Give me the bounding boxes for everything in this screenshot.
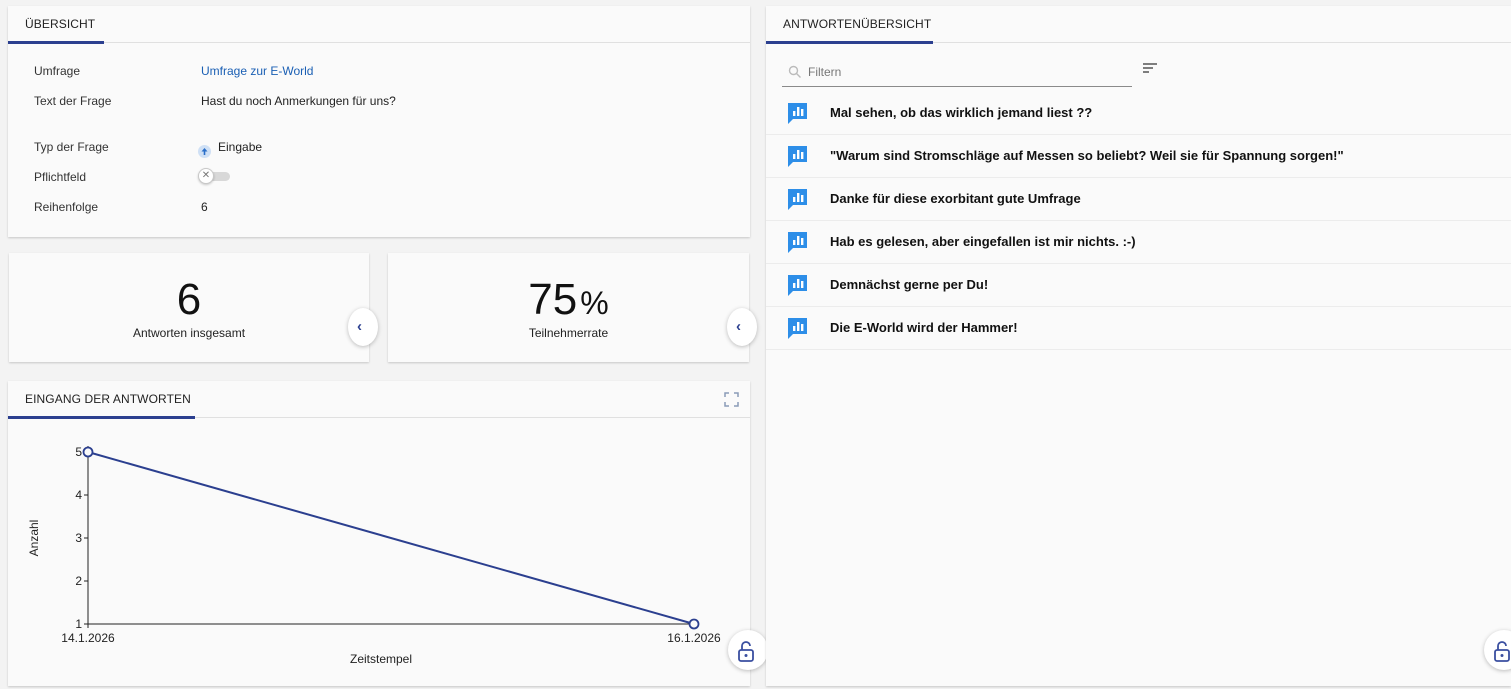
y-tick-label: 3 bbox=[75, 531, 82, 545]
answer-list-item[interactable]: Die E-World wird der Hammer! bbox=[766, 307, 1511, 350]
chevron-left-icon: ‹ bbox=[357, 318, 362, 335]
filter-input[interactable] bbox=[808, 65, 1108, 79]
series-line bbox=[87, 451, 695, 625]
lock-button[interactable] bbox=[1484, 630, 1511, 670]
answers-tabbar: ANTWORTENÜBERSICHT bbox=[766, 6, 1511, 44]
question-text-value: Hast du noch Anmerkungen für uns? bbox=[201, 94, 396, 108]
y-tick-label: 2 bbox=[75, 574, 82, 588]
answer-text: Die E-World wird der Hammer! bbox=[830, 320, 1018, 335]
required-toggle[interactable]: ✕ bbox=[198, 168, 230, 184]
order-label: Reihenfolge bbox=[34, 200, 99, 214]
answer-chart-icon bbox=[788, 232, 807, 253]
responses-chart-card: EINGANG DER ANTWORTEN 1 2 3 4 5 14.1.2026 16.1… bbox=[8, 381, 750, 686]
question-type-label: Typ der Frage bbox=[34, 140, 109, 154]
fullscreen-icon[interactable] bbox=[724, 392, 739, 407]
tab-responses-received-label: EINGANG DER ANTWORTEN bbox=[25, 392, 191, 406]
question-type-value: Eingabe bbox=[218, 140, 263, 154]
collapse-total-button[interactable]: ‹ bbox=[348, 308, 378, 346]
answer-text: Demnächst gerne per Du! bbox=[830, 277, 989, 292]
x-axis-label: Zeitstempel bbox=[350, 652, 412, 666]
close-icon: ✕ bbox=[198, 168, 214, 184]
tab-underline bbox=[8, 41, 104, 44]
search-icon bbox=[788, 65, 801, 78]
answer-text: Mal sehen, ob das wirklich jemand liest … bbox=[830, 105, 1093, 120]
collapse-rate-button[interactable]: ‹ bbox=[727, 308, 757, 346]
lock-button[interactable] bbox=[728, 630, 768, 670]
tab-answers-overview[interactable]: ANTWORTENÜBERSICHT bbox=[766, 6, 933, 44]
chevron-left-icon: ‹ bbox=[736, 318, 741, 335]
y-tick-label: 5 bbox=[75, 445, 82, 459]
data-point bbox=[82, 446, 94, 458]
lock-icon bbox=[1494, 641, 1510, 662]
line-chart: 1 2 3 4 5 14.1.2026 16.1.2026 Zeitstempel Anzahl bbox=[27, 445, 721, 666]
required-label: Pflichtfeld bbox=[34, 170, 87, 184]
participation-label: Teilnehmerrate bbox=[528, 326, 609, 340]
total-answers-card: 6 Antworten insgesamt bbox=[9, 253, 369, 362]
answer-chart-icon bbox=[788, 146, 807, 167]
answer-list-item[interactable]: Mal sehen, ob das wirklich jemand liest … bbox=[766, 92, 1511, 135]
answer-chart-icon bbox=[788, 189, 807, 210]
answer-chart-icon bbox=[788, 103, 807, 124]
required-toggle-track bbox=[202, 172, 230, 181]
answer-chart-icon bbox=[788, 275, 807, 296]
order-value: 6 bbox=[201, 200, 208, 214]
chart-tabbar: EINGANG DER ANTWORTEN bbox=[8, 381, 750, 419]
total-answers-value: 6 bbox=[176, 275, 202, 324]
survey-label: Umfrage bbox=[34, 64, 81, 78]
total-answers-label: Antworten insgesamt bbox=[132, 326, 246, 340]
sort-icon[interactable] bbox=[1142, 61, 1158, 75]
tab-underline bbox=[8, 416, 195, 419]
lock-icon bbox=[738, 641, 754, 662]
tab-underline bbox=[766, 41, 933, 44]
x-tick-label: 16.1.2026 bbox=[667, 631, 721, 645]
answer-list-item[interactable]: Danke für diese exorbitant gute Umfrage bbox=[766, 178, 1511, 221]
tab-responses-received[interactable]: EINGANG DER ANTWORTEN bbox=[8, 381, 195, 419]
survey-link[interactable]: Umfrage zur E-World bbox=[201, 64, 314, 78]
percent-sign: % bbox=[580, 285, 609, 321]
x-tick-label: 14.1.2026 bbox=[61, 631, 115, 645]
y-tick-label: 4 bbox=[75, 488, 82, 502]
tab-answers-overview-label: ANTWORTENÜBERSICHT bbox=[783, 17, 932, 31]
y-axis-label: Anzahl bbox=[27, 520, 41, 557]
overview-card: ÜBERSICHT Umfrage Umfrage zur E-World Te… bbox=[8, 6, 750, 237]
participation-value: 75 bbox=[528, 275, 578, 324]
tab-overview-label: ÜBERSICHT bbox=[25, 17, 96, 31]
answers-card: ANTWORTENÜBERSICHT Mal sehen, ob das wir… bbox=[766, 6, 1511, 686]
tab-overview[interactable]: ÜBERSICHT bbox=[8, 6, 104, 44]
filter-field[interactable] bbox=[782, 60, 1132, 87]
input-type-icon bbox=[198, 145, 211, 158]
answer-list-item[interactable]: Hab es gelesen, aber eingefallen ist mir… bbox=[766, 221, 1511, 264]
y-tick-label: 1 bbox=[75, 617, 82, 631]
answer-text: Hab es gelesen, aber eingefallen ist mir… bbox=[830, 234, 1136, 249]
answer-chart-icon bbox=[788, 318, 807, 339]
answer-text: Danke für diese exorbitant gute Umfrage bbox=[830, 191, 1081, 206]
participation-value-wrap: 75% bbox=[388, 275, 749, 325]
answer-list-item[interactable]: "Warum sind Stromschläge auf Messen so b… bbox=[766, 135, 1511, 178]
answer-text: "Warum sind Stromschläge auf Messen so b… bbox=[830, 148, 1344, 163]
answer-list-item[interactable]: Demnächst gerne per Du! bbox=[766, 264, 1511, 307]
overview-tabbar: ÜBERSICHT bbox=[8, 6, 750, 44]
participation-card: 75% Teilnehmerrate bbox=[388, 253, 749, 362]
data-point bbox=[688, 618, 700, 630]
question-text-label: Text der Frage bbox=[34, 94, 112, 108]
